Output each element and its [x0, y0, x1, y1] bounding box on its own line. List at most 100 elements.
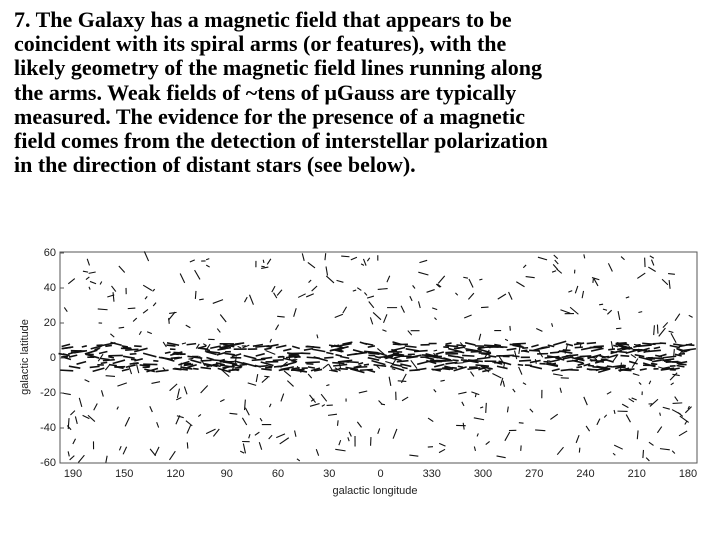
polarization-stroke	[671, 450, 676, 454]
polarization-stroke	[219, 399, 225, 403]
polarization-stroke	[204, 343, 211, 352]
polarization-stroke	[575, 435, 580, 444]
polarization-stroke	[259, 417, 263, 422]
polarization-stroke	[255, 344, 270, 348]
polarization-stroke	[434, 363, 445, 368]
polarization-stroke	[412, 285, 416, 289]
polarization-stroke	[85, 276, 90, 280]
polarization-stroke	[359, 368, 373, 372]
polarization-stroke	[518, 366, 523, 375]
polarization-stroke	[529, 365, 543, 370]
polarization-stroke	[266, 258, 272, 265]
polarization-stroke	[553, 340, 567, 346]
polarization-stroke	[205, 264, 210, 268]
text-line: 7. The Galaxy has a magnetic field that …	[14, 7, 512, 32]
polarization-stroke	[310, 398, 315, 402]
polarization-stroke	[551, 323, 554, 327]
polarization-stroke	[409, 454, 419, 457]
polarization-stroke	[97, 308, 108, 311]
polarization-stroke	[648, 266, 656, 272]
polarization-stroke	[458, 391, 467, 395]
polarization-stroke	[194, 290, 197, 299]
polarization-stroke	[61, 346, 74, 350]
polarization-stroke	[445, 344, 459, 348]
polarization-stroke	[301, 253, 305, 261]
polarization-stroke	[178, 360, 190, 366]
polarization-stroke	[89, 365, 100, 369]
polarization-stroke	[653, 346, 661, 350]
polarization-stroke	[377, 348, 385, 355]
polarization-stroke	[187, 363, 197, 369]
polarization-stroke	[617, 344, 625, 349]
polarization-stroke	[105, 375, 116, 378]
polarization-stroke	[136, 364, 140, 374]
polarization-stroke	[552, 373, 563, 377]
polarization-stroke	[603, 414, 608, 418]
polarization-stroke	[522, 382, 527, 386]
polarization-stroke	[215, 362, 225, 366]
x-tick-label: 240	[576, 468, 594, 480]
polarization-stroke	[336, 420, 339, 426]
polarization-stroke	[179, 273, 186, 284]
polarization-stroke	[111, 285, 117, 292]
polarization-stroke	[400, 373, 407, 384]
text-line: in the direction of distant stars (see b…	[14, 152, 416, 178]
polarization-stroke	[92, 367, 105, 373]
polarization-stroke	[610, 350, 617, 354]
polarization-stroke	[576, 355, 585, 359]
polarization-stroke	[592, 366, 605, 369]
polarization-stroke	[303, 347, 314, 351]
polarization-stroke	[606, 391, 612, 395]
polarization-stroke	[535, 429, 546, 432]
polarization-stroke	[464, 341, 476, 346]
polarization-stroke	[463, 276, 469, 279]
polarization-stroke	[650, 259, 655, 266]
polarization-stroke	[687, 405, 690, 410]
polarization-stroke	[440, 379, 445, 382]
polarization-stroke	[320, 393, 328, 402]
polarization-stroke	[383, 314, 388, 324]
polarization-stroke	[192, 367, 199, 371]
polarization-stroke	[670, 332, 677, 344]
polarization-stroke	[454, 362, 464, 365]
polarization-stroke	[337, 359, 353, 363]
polarization-stroke	[98, 350, 108, 355]
polarization-stroke	[268, 403, 272, 408]
polarization-stroke	[197, 345, 207, 350]
polarization-stroke	[363, 363, 370, 366]
polarization-stroke	[265, 350, 276, 355]
polarization-stroke	[188, 357, 194, 360]
polarization-stroke	[367, 345, 376, 349]
polarization-stroke	[350, 368, 365, 374]
polarization-stroke	[642, 362, 656, 368]
polarization-stroke	[463, 314, 472, 319]
polarization-stroke	[99, 281, 103, 285]
polarization-stroke	[366, 257, 371, 262]
polarization-stroke	[616, 327, 622, 330]
polarization-stroke	[219, 314, 227, 323]
polarization-stroke	[377, 428, 381, 434]
polarization-stroke	[279, 437, 290, 445]
polarization-stroke	[485, 402, 487, 413]
polarization-stroke	[663, 366, 671, 370]
polarization-stroke	[272, 358, 284, 362]
polarization-stroke	[275, 324, 280, 331]
polarization-stroke	[390, 359, 397, 368]
polarization-stroke	[409, 295, 413, 302]
polarization-stroke	[525, 276, 535, 279]
polarization-stroke	[231, 353, 242, 358]
polarization-stroke	[276, 289, 283, 296]
polarization-stroke	[668, 273, 675, 275]
x-tick-label: 190	[64, 468, 82, 480]
polarization-stroke	[200, 366, 212, 370]
polarization-stroke	[286, 380, 294, 387]
polarization-stroke	[617, 310, 621, 321]
polarization-stroke	[568, 368, 579, 372]
polarization-stroke	[118, 445, 122, 451]
polarization-stroke	[419, 259, 428, 264]
polarization-stroke	[368, 301, 375, 309]
polarization-stroke	[102, 358, 115, 362]
polarization-stroke	[607, 263, 613, 272]
polarization-stroke	[653, 325, 655, 336]
polarization-stroke	[261, 367, 272, 371]
